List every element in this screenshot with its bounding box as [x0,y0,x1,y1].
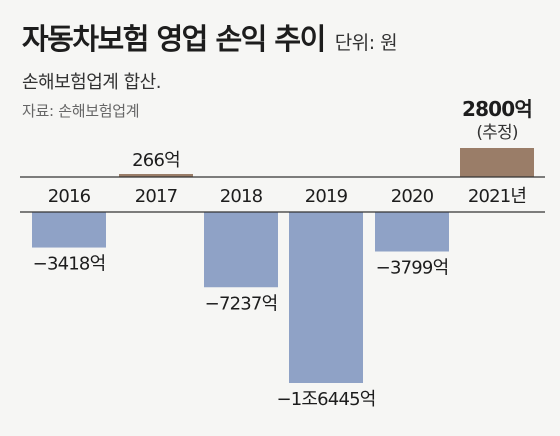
bar-2019 [289,212,363,383]
tick-label-2018: 2018 [220,186,263,207]
tick-label-2021년: 2021년 [468,186,526,207]
bar-2018 [204,212,278,288]
data-label-2021년: 2800억 [462,97,532,121]
data-label-2019: −1조6445억 [276,389,375,410]
source-note: 자료: 손해보험업계 [22,102,140,120]
data-labels-group: −3418억 266억 −7237억 −1조6445억 −3799억 2800억(추정) [33,97,533,410]
data-label-2018: −7237억 [205,293,278,314]
data-label-2017: 266억 [132,150,180,171]
bar-2017 [119,174,193,177]
data-label-2020: −3799억 [376,258,449,279]
tick-label-2016: 2016 [48,186,91,207]
bars-group [32,148,534,383]
tick-label-2017: 2017 [135,186,178,207]
chart-header: 자동차보험 영업 손익 추이 단위: 원 손해보험업계 합산. 자료: 손해보험… [22,16,398,121]
chart-subtitle: 손해보험업계 합산. [22,72,161,93]
unit-label: 단위: 원 [334,32,398,54]
tick-label-2020: 2020 [391,186,434,207]
tick-label-2019: 2019 [305,186,348,207]
bar-2016 [32,212,106,248]
annotation-2021년: (추정) [476,123,518,143]
bar-2021년 [460,148,534,177]
data-label-2016: −3418억 [33,254,106,275]
tick-labels-group: 2016 2017 2018 2019 2020 2021년 [48,186,527,207]
title-row: 자동차보험 영업 손익 추이 단위: 원 [22,16,398,58]
bar-2020 [375,212,449,252]
chart-title: 자동차보험 영업 손익 추이 [22,22,326,56]
